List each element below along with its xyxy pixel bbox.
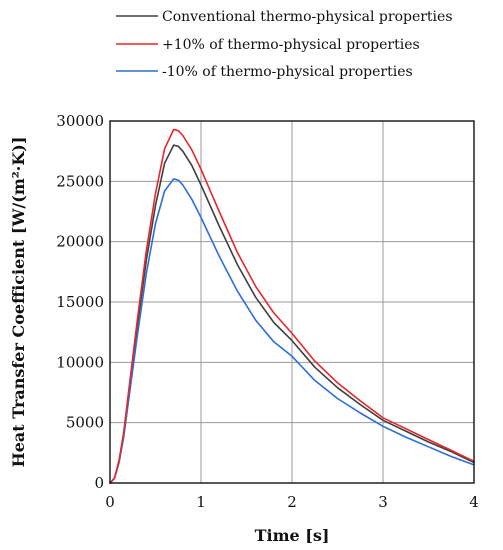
y-tick-label: 5000 <box>66 414 104 432</box>
x-tick-label: 4 <box>469 493 479 511</box>
x-tick-label: 3 <box>378 493 388 511</box>
grid <box>109 120 475 484</box>
plot-frame <box>109 120 475 484</box>
series-layer <box>109 128 475 484</box>
y-tick-labels: 0 5000 10000 15000 20000 25000 30000 <box>56 112 104 492</box>
x-tick-label: 0 <box>105 493 115 511</box>
x-axis-title: Time [s] <box>255 526 330 545</box>
y-tick-label: 10000 <box>56 353 104 371</box>
y-tick-label: 15000 <box>56 293 104 311</box>
series-line-3 <box>109 178 475 484</box>
series-line-2 <box>109 128 475 484</box>
y-tick-label: 25000 <box>56 172 104 190</box>
legend: Conventional thermo-physical properties +… <box>116 9 453 80</box>
x-tick-label: 2 <box>287 493 297 511</box>
y-axis-title: Heat Transfer Coefficient [W/(m²·K)] <box>9 137 28 468</box>
y-tick-label: 30000 <box>56 112 104 130</box>
legend-label-3: -10% of thermo-physical properties <box>162 64 413 80</box>
x-tick-labels: 0 1 2 3 4 <box>105 493 479 511</box>
y-tick-label: 20000 <box>56 233 104 251</box>
legend-label-1: Conventional thermo-physical properties <box>162 9 453 25</box>
y-tick-label: 0 <box>94 474 104 492</box>
legend-label-2: +10% of thermo-physical properties <box>162 37 420 53</box>
x-tick-label: 1 <box>196 493 206 511</box>
